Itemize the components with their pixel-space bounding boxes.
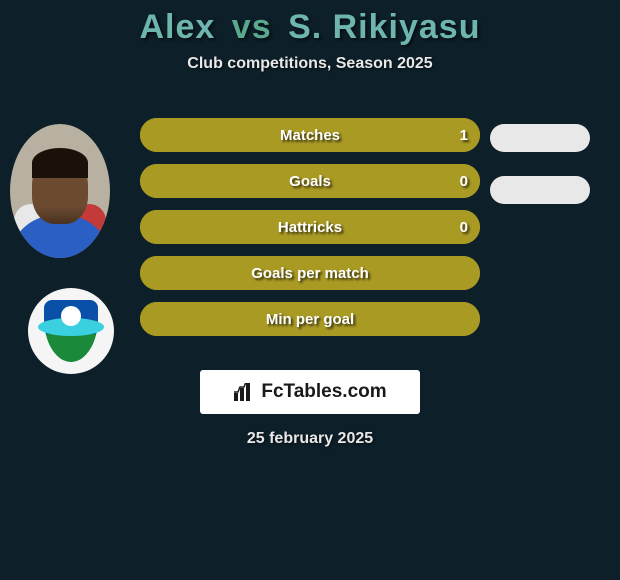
player1-avatar [10,124,110,258]
fctables-logo: FcTables.com [200,370,420,414]
stat-row: Min per goal [140,302,480,336]
stat-row: Matches1 [140,118,480,152]
stat-label: Goals per match [140,256,480,290]
player2-pill [490,124,590,152]
vs-separator: vs [232,8,272,46]
stat-value-player1: 0 [460,210,468,244]
player2-pill [490,176,590,204]
logo-text: FcTables.com [261,381,386,403]
stat-row: Goals0 [140,164,480,198]
stat-label: Matches [140,118,480,152]
date-label: 25 february 2025 [0,430,620,448]
player1-name: Alex [140,8,216,46]
crest-ball [61,306,81,326]
stat-label: Hattricks [140,210,480,244]
stat-value-player1: 1 [460,118,468,152]
subtitle: Club competitions, Season 2025 [0,55,620,73]
comparison-title: Alex vs S. Rikiyasu [0,0,620,47]
stats-chart: Matches1Goals0Hattricks0Goals per matchM… [140,118,480,348]
player2-name: S. Rikiyasu [288,8,480,46]
stat-label: Min per goal [140,302,480,336]
stat-row: Hattricks0 [140,210,480,244]
stat-label: Goals [140,164,480,198]
stat-value-player1: 0 [460,164,468,198]
team-crest [28,288,114,374]
stat-row: Goals per match [140,256,480,290]
crest-shield [44,300,98,362]
avatar-hair [32,148,88,178]
bar-chart-icon [233,383,255,401]
